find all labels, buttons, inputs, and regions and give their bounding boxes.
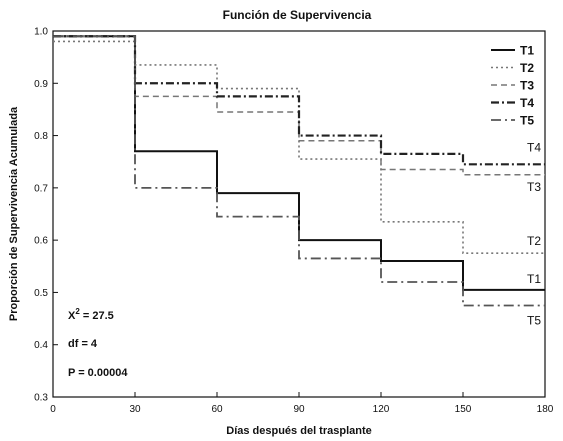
legend-label-t2: T2 (520, 61, 534, 75)
y-tick-label: 0.3 (34, 393, 48, 404)
chi-square-exponent: 2 (75, 307, 80, 316)
legend-label-t3: T3 (520, 79, 534, 93)
series-t5-line (53, 35, 545, 307)
x-tick-label: 0 (50, 404, 56, 415)
y-tick-label: 0.6 (34, 236, 48, 247)
end-label-t4: T4 (527, 140, 541, 154)
x-axis-label: Días después del trasplante (226, 425, 372, 437)
y-tick-label: 1.0 (34, 27, 48, 38)
end-label-t1: T1 (527, 272, 541, 286)
y-axis: 0.3 0.4 0.5 0.6 0.7 0.8 0.9 1.0 (34, 27, 58, 404)
x-tick-label: 30 (129, 404, 141, 415)
p-value-stat: P = 0.00004 (68, 367, 128, 379)
legend-label-t1: T1 (520, 44, 534, 58)
chi-square-value: = 27.5 (80, 310, 114, 322)
end-labels: T1 T2 T3 T4 T5 (527, 140, 541, 327)
y-tick-label: 0.9 (34, 79, 48, 90)
legend-label-t4: T4 (520, 96, 534, 110)
x-tick-label: 60 (211, 404, 223, 415)
x-tick-label: 90 (293, 404, 305, 415)
series-t4-line (53, 35, 545, 166)
y-tick-label: 0.7 (34, 183, 48, 194)
end-label-t2: T2 (527, 234, 541, 248)
series-group (53, 35, 545, 307)
x-tick-label: 180 (537, 404, 554, 415)
legend: T1 T2 T3 T4 T5 (491, 44, 534, 128)
x-tick-label: 150 (455, 404, 472, 415)
df-stat: df = 4 (68, 338, 98, 350)
chi-square-symbol: X (68, 310, 76, 322)
x-tick-label: 120 (373, 404, 390, 415)
y-tick-label: 0.5 (34, 288, 48, 299)
y-axis-label: Proporción de Supervivencia Acumulada (8, 106, 20, 321)
chart-title: Función de Supervivencia (223, 8, 372, 22)
chi-square-stat: X2 = 27.5 (68, 307, 114, 322)
x-axis: 0 30 60 90 120 150 180 (50, 392, 554, 415)
legend-label-t5: T5 (520, 114, 534, 128)
end-label-t3: T3 (527, 180, 541, 194)
series-t3-line (53, 35, 545, 176)
end-label-t5: T5 (527, 314, 541, 328)
y-tick-label: 0.4 (34, 340, 48, 351)
y-tick-label: 0.8 (34, 131, 48, 142)
